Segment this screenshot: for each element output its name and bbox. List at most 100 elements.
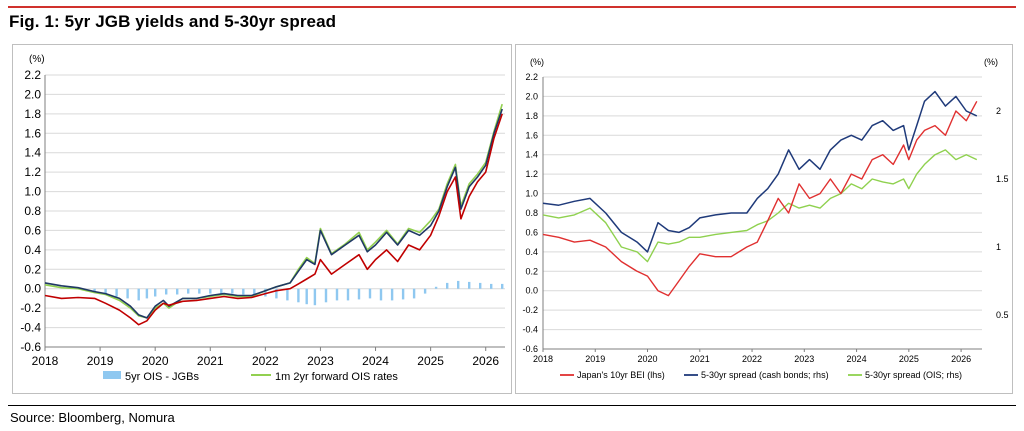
- y-tick-label: 1.0: [24, 185, 41, 199]
- legend-label-forward: 1m 2yr forward OIS rates: [275, 371, 398, 383]
- spread-bar: [412, 288, 416, 299]
- left-y-tick-label: 0.4: [525, 247, 538, 257]
- left-chart-panel: (%) 2.2 2.0 1.8 1.6 1.4 1.2 1.0 0.8 0.6 0.4 0.2 0.0 -…: [12, 44, 512, 394]
- spread-bar: [165, 288, 168, 295]
- spread-bar: [479, 282, 482, 289]
- legend-label-cash: 5-30yr spread (cash bonds; rhs): [701, 370, 829, 380]
- y-tick-label: 0.8: [24, 204, 41, 218]
- left-y-tick-label: 0.8: [525, 208, 538, 218]
- spread-bar: [490, 283, 493, 289]
- left-y-tick-label: 0.0: [525, 286, 538, 296]
- y-tick-label: 0.6: [24, 223, 41, 237]
- spread-bar: [324, 288, 328, 303]
- right-chart: (%) (%) 2.2 2.0 1.8 1.6 1.4 1.2 1.0 0.8 0.6 0.4 0.2 0…: [522, 57, 1009, 380]
- y-tick-label: -0.2: [20, 301, 41, 315]
- x-tick-label: 2026: [472, 354, 499, 368]
- spread-bar: [220, 288, 223, 295]
- right-y-tick-label: 2: [996, 106, 1001, 116]
- y-tick-label: 1.8: [24, 107, 41, 121]
- spread-bar: [401, 288, 405, 300]
- x-tick-label: 2024: [847, 354, 867, 364]
- left-y-tick-label: 1.8: [525, 111, 538, 121]
- x-tick-label: 2023: [794, 354, 814, 364]
- x-tick-label: 2023: [307, 354, 334, 368]
- y-tick-label: 0.2: [24, 262, 41, 276]
- spread-bar: [198, 288, 201, 294]
- spread-bar: [275, 288, 278, 299]
- y-tick-label: -0.6: [20, 340, 41, 354]
- x-tick-label: 2024: [362, 354, 389, 368]
- left-chart: (%) 2.2 2.0 1.8 1.6 1.4 1.2 1.0 0.8 0.6 0.4 0.2 0.0 -…: [20, 54, 505, 383]
- spread-bar: [346, 288, 350, 301]
- x-tick-label: 2018: [533, 354, 553, 364]
- left-y-tick-label: 1.0: [525, 189, 538, 199]
- y-tick-label: 1.4: [24, 146, 41, 160]
- series-line-spread-cash: [542, 90, 978, 253]
- x-tick-label: 2020: [142, 354, 169, 368]
- spread-bar: [209, 288, 212, 294]
- y-tick-label: 2.2: [24, 68, 41, 82]
- left-y-tick-label: 0.2: [525, 266, 538, 276]
- legend-label-spread: 5yr OIS - JGBs: [125, 371, 199, 383]
- spread-bar: [434, 286, 438, 289]
- series-line-5yr-ois: [44, 108, 503, 319]
- right-y-tick-label: 0.5: [996, 310, 1009, 320]
- left-y-tick-label: -0.4: [522, 325, 538, 335]
- spread-bar: [187, 288, 190, 294]
- spread-bar: [501, 283, 504, 289]
- left-y-tick-label: 2.2: [525, 72, 538, 82]
- x-tick-label: 2025: [417, 354, 444, 368]
- legend-swatch-bar: [103, 371, 121, 379]
- x-tick-label: 2022: [252, 354, 279, 368]
- spread-bar: [154, 288, 157, 297]
- x-tick-label: 2022: [742, 354, 762, 364]
- series-line-bei: [542, 100, 978, 297]
- spread-bar: [93, 288, 96, 293]
- y-tick-label: 0.0: [24, 282, 41, 296]
- y-tick-label: 2.0: [24, 87, 41, 101]
- spread-bar: [457, 280, 460, 289]
- spread-bar: [423, 288, 427, 294]
- spread-bar: [390, 288, 394, 301]
- spread-bar: [379, 288, 383, 301]
- right-y-tick-label: 1: [996, 242, 1001, 252]
- x-tick-label: 2018: [32, 354, 59, 368]
- spread-bar: [335, 288, 339, 301]
- x-tick-label: 2020: [638, 354, 658, 364]
- source-note: Source: Bloomberg, Nomura: [10, 410, 175, 425]
- left-y-tick-label: 1.2: [525, 169, 538, 179]
- right-y-tick-label: 1.5: [996, 174, 1009, 184]
- spread-bar: [126, 288, 129, 299]
- x-tick-label: 2021: [690, 354, 710, 364]
- legend-label-bei: Japan's 10yr BEI (lhs): [577, 370, 665, 380]
- left-y-tick-label: -0.2: [522, 305, 538, 315]
- legend-label-ois: 5-30yr spread (OIS; rhs): [865, 370, 962, 380]
- spread-bar: [305, 288, 308, 305]
- top-accent-rule: [8, 6, 1016, 8]
- spread-bar: [313, 288, 317, 306]
- left-y-tick-label: 1.6: [525, 130, 538, 140]
- x-tick-label: 2021: [197, 354, 224, 368]
- spread-bar: [368, 288, 372, 299]
- y-axis-unit-label: (%): [29, 54, 45, 65]
- y-tick-label: 1.2: [24, 165, 41, 179]
- spread-bar: [357, 288, 361, 300]
- source-rule: [8, 405, 1016, 406]
- spread-bar: [297, 288, 300, 303]
- spread-bar: [264, 288, 267, 297]
- x-tick-label: 2019: [585, 354, 605, 364]
- spread-bar: [446, 282, 449, 289]
- series-line-5yr-jgb: [44, 113, 503, 326]
- spread-bar: [468, 281, 471, 289]
- right-chart-panel: (%) (%) 2.2 2.0 1.8 1.6 1.4 1.2 1.0 0.8 0.6 0.4 0.2 0…: [515, 44, 1013, 394]
- left-y-axis-unit-label: (%): [530, 57, 544, 67]
- x-tick-label: 2019: [87, 354, 114, 368]
- spread-bar: [145, 288, 149, 299]
- right-y-axis-unit-label: (%): [984, 57, 998, 67]
- y-tick-label: -0.4: [20, 321, 41, 335]
- spread-bar: [286, 288, 289, 301]
- spread-bar: [176, 288, 179, 295]
- left-y-tick-label: 0.6: [525, 227, 538, 237]
- series-line-spread-ois: [542, 149, 978, 263]
- left-y-tick-label: 2.0: [525, 91, 538, 101]
